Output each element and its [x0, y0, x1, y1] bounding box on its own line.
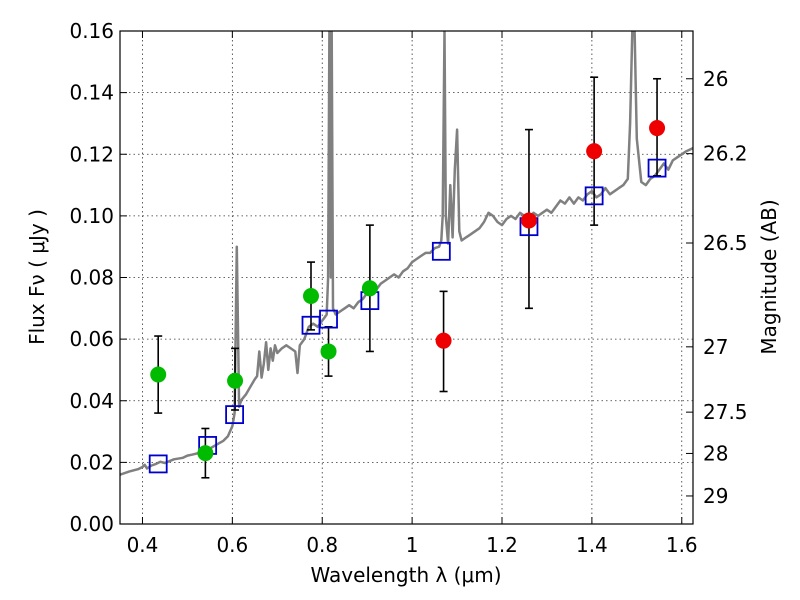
y-tick-label: 0.02: [69, 450, 114, 474]
red-data-point: [435, 332, 452, 349]
y-tick-label: 0.06: [69, 327, 114, 351]
mag-tick-label: 27: [703, 335, 728, 359]
y-tick-label: 0.00: [69, 512, 114, 536]
x-tick-label: 1: [406, 533, 419, 557]
model-square: [225, 405, 245, 425]
y2-axis-title: Magnitude (AB): [757, 199, 781, 354]
x-tick-label: 1.6: [666, 533, 698, 557]
x-tick-label: 0.8: [306, 533, 338, 557]
model-square: [319, 309, 338, 329]
green-data-point: [320, 343, 337, 360]
model-square: [584, 186, 604, 206]
y-tick-label: 0.04: [69, 389, 114, 413]
green-data-point: [361, 280, 378, 297]
green-data-point: [150, 366, 167, 383]
y-tick-label: 0.16: [69, 19, 114, 43]
model-square: [431, 241, 451, 261]
spectrum-line: [120, 31, 693, 476]
y-axis-title: Flux Fν ( μJy ): [25, 209, 49, 345]
mag-tick-label: 26: [703, 67, 728, 91]
mag-tick-label: 29: [703, 484, 728, 508]
y-tick-label: 0.08: [69, 266, 114, 290]
red-data-point: [520, 212, 537, 229]
y-tick-label: 0.14: [69, 81, 114, 105]
mag-tick-label: 27.5: [703, 400, 748, 424]
green-data-point: [197, 445, 214, 462]
spectrum-layer: [120, 31, 693, 476]
markers-layer: [148, 76, 667, 479]
green-data-point: [303, 287, 319, 304]
x-tick-label: 1.4: [576, 533, 608, 557]
mag-tick-label: 28: [703, 441, 728, 465]
y-tick-label: 0.12: [69, 142, 114, 166]
model-square: [647, 158, 667, 178]
x-tick-label: 0.4: [127, 533, 159, 557]
y-tick-label: 0.10: [69, 204, 114, 228]
x-axis-title: Wavelength λ (μm): [310, 563, 501, 587]
ticks-layer: 0.4 0.6 0.8 1 1.2 1.4 1.6 0.00 0.02 0.04 0.06 0.08 0…: [69, 19, 747, 557]
green-data-point: [227, 372, 244, 389]
mag-tick-label: 26.2: [703, 142, 748, 166]
mag-tick-label: 26.5: [703, 231, 748, 255]
x-tick-label: 1.2: [486, 533, 518, 557]
red-data-point: [586, 143, 603, 160]
model-square: [148, 454, 168, 474]
red-data-point: [649, 120, 666, 137]
x-tick-label: 0.6: [216, 533, 248, 557]
